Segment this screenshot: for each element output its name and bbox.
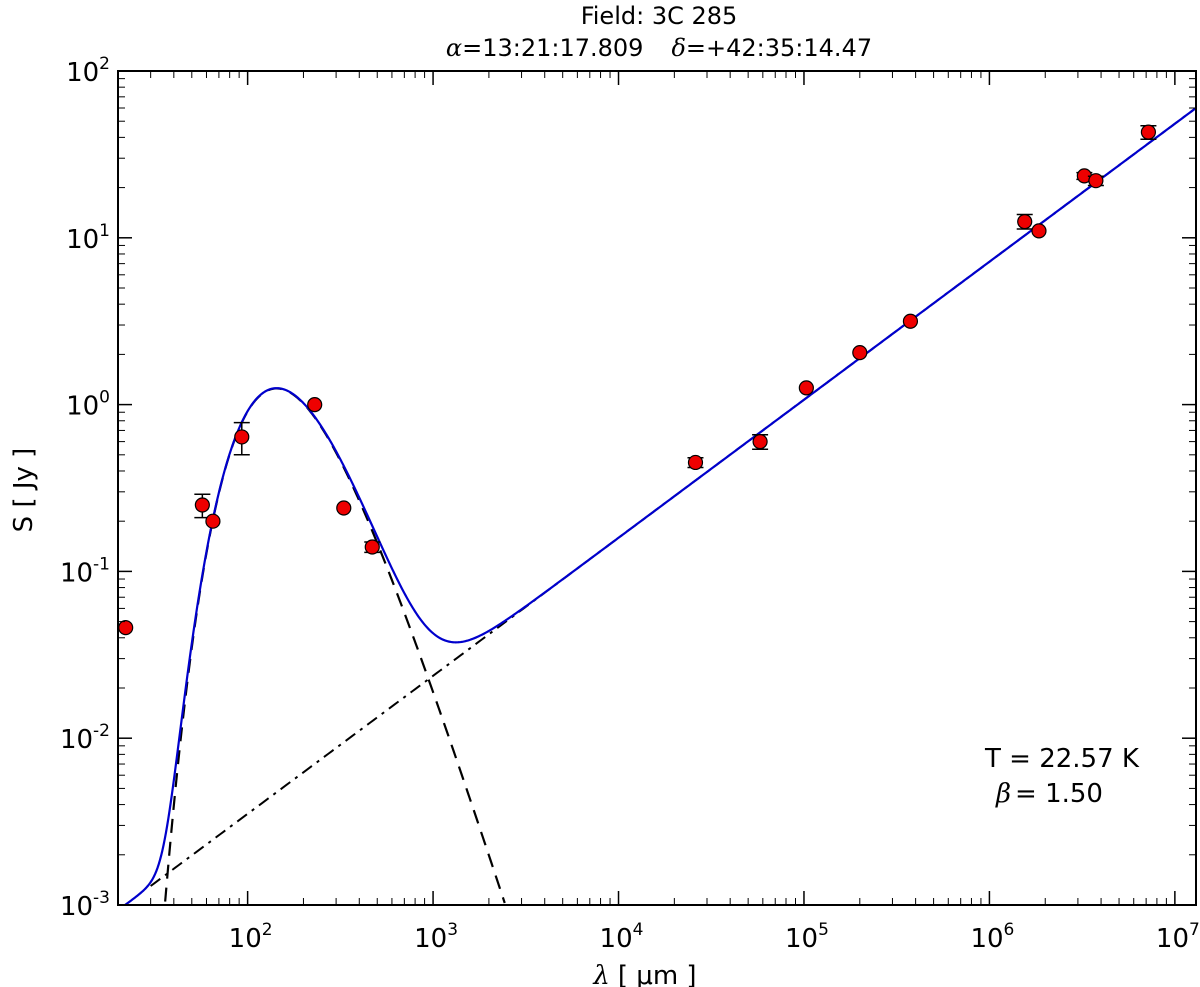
beta-label: β = 1.50 <box>995 779 1103 809</box>
data-point <box>752 433 769 450</box>
data-point <box>1016 213 1033 230</box>
chart-title: Field: 3C 285 <box>581 2 738 30</box>
total-fit-curve <box>124 107 1197 906</box>
beta-value: = 1.50 <box>1015 779 1103 809</box>
x-tick-label: 103 <box>414 920 458 954</box>
axis-ticks: 102 103 104 105 106 107 10-3 10-2 10-1 100 101 102 <box>60 54 1200 954</box>
x-tick-label: 104 <box>600 920 644 954</box>
data-point <box>687 454 704 471</box>
data-point <box>364 539 381 555</box>
x-axis-label: λ [ μm ] <box>592 961 696 987</box>
chart-subtitle: α=13:21:17.809 δ=+42:35:14.47 <box>446 34 872 62</box>
data-point-marker <box>307 397 323 413</box>
data-point <box>194 493 211 519</box>
temperature-label: T = 22.57 K <box>984 744 1140 774</box>
data-point-marker <box>234 429 250 445</box>
dust-component-curve <box>164 387 506 904</box>
delta-symbol: δ <box>671 34 685 62</box>
data-point-marker <box>902 313 919 329</box>
y-tick-label: 100 <box>66 388 110 422</box>
data-point <box>233 421 250 456</box>
data-point <box>1087 173 1104 189</box>
data-point <box>1031 223 1047 239</box>
y-axis-label: S [ Jy ] <box>9 448 39 533</box>
y-tick-label: 10-2 <box>60 721 110 755</box>
data-point-marker <box>687 454 704 471</box>
data-point <box>307 397 323 413</box>
data-point <box>1140 124 1157 140</box>
data-point <box>336 500 352 516</box>
data-point <box>902 313 919 329</box>
y-tick-label: 101 <box>66 221 110 255</box>
x-tick-label: 102 <box>229 920 273 954</box>
data-point <box>118 620 134 636</box>
data-point-marker <box>205 513 221 529</box>
data-point-marker <box>118 620 134 636</box>
beta-symbol: β <box>995 779 1011 809</box>
x-tick-label: 105 <box>785 920 829 954</box>
y-tick-label: 102 <box>66 54 110 88</box>
plot-frame <box>117 70 1197 906</box>
alpha-value: =13:21:17.809 <box>462 34 643 62</box>
data-point-marker <box>1031 223 1047 239</box>
data-point-marker <box>364 539 380 555</box>
y-tick-label: 10-3 <box>60 888 110 922</box>
data-point <box>798 380 814 396</box>
model-curves <box>124 107 1197 906</box>
data-point-marker <box>752 434 768 450</box>
x-tick-label: 106 <box>970 920 1014 954</box>
x-tick-label: 107 <box>1156 920 1200 954</box>
data-points <box>118 124 1157 636</box>
data-point-marker <box>1088 173 1104 189</box>
x-unit: [ μm ] <box>618 961 697 987</box>
data-point-marker <box>1017 214 1033 230</box>
y-tick-label: 10-1 <box>60 554 110 588</box>
alpha-symbol: α <box>446 34 462 62</box>
lambda-symbol: λ <box>592 961 609 987</box>
data-point-marker <box>336 500 352 516</box>
data-point-marker <box>852 344 868 361</box>
data-point <box>205 513 221 529</box>
data-point-marker <box>194 497 210 513</box>
delta-value: =+42:35:14.47 <box>686 34 872 62</box>
data-point-marker <box>1140 124 1157 140</box>
data-point-marker <box>798 380 814 396</box>
data-point <box>852 344 868 361</box>
